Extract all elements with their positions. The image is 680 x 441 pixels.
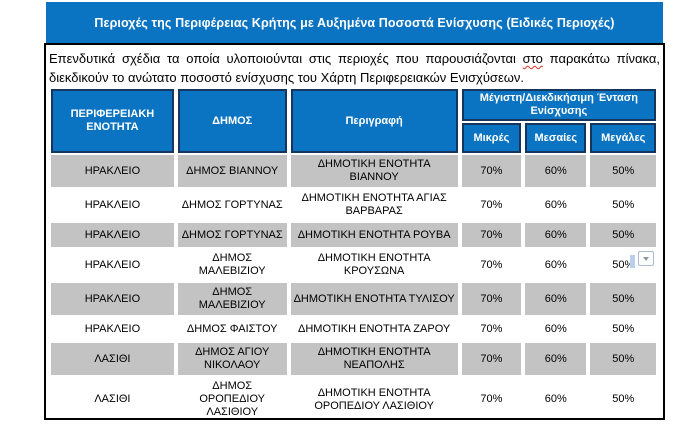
cell-region: ΗΡΑΚΛΕΙΟ [51, 317, 174, 341]
cell-small: 70% [461, 155, 522, 187]
cell-medium: 60% [525, 155, 587, 187]
cell-municipality: ΔΗΜΟΣ ΑΓΙΟΥ ΝΙΚΟΛΑΟΥ [177, 343, 287, 375]
cell-medium: 60% [525, 283, 587, 315]
cell-small: 70% [461, 317, 522, 341]
cell-medium: 60% [525, 377, 587, 418]
col-header-description: Περιγραφή [290, 89, 458, 153]
cell-region: ΛΑΣΙΘΙ [51, 343, 174, 375]
cell-description: ΔΗΜΟΤΙΚΗ ΕΝΟΤΗΤΑ ΑΓΙΑΣ ΒΑΡΒΑΡΑΣ [290, 189, 458, 221]
spellcheck-marked-word: στο [522, 51, 543, 66]
col-header-regional-unit: ΠΕΡΙΦΕΡΕΙΑΚΗ ΕΝΟΤΗΤΑ [51, 89, 174, 153]
cell-small: 70% [461, 223, 522, 247]
col-header-medium: Μεσαίες [525, 123, 587, 153]
cell-large: 50% [590, 189, 656, 221]
col-header-intensity-group: Μέγιστη/Διεκδικήσιμη Ένταση Ενίσχυσης [461, 89, 656, 121]
header-row-top: ΠΕΡΙΦΕΡΕΙΑΚΗ ΕΝΟΤΗΤΑ ΔΗΜΟΣ Περιγραφή Μέγ… [51, 89, 656, 153]
cell-medium: 60% [525, 223, 587, 247]
cell-description: ΔΗΜΟΤΙΚΗ ΕΝΟΤΗΤΑ ΤΥΛΙΣΟΥ [290, 283, 458, 315]
cell-large: 50% [590, 343, 656, 375]
table-row: ΗΡΑΚΛΕΙΟ ΔΗΜΟΣ ΓΟΡΤΥΝΑΣ ΔΗΜΟΤΙΚΗ ΕΝΟΤΗΤΑ… [51, 223, 656, 247]
table-row: ΛΑΣΙΘΙ ΔΗΜΟΣ ΑΓΙΟΥ ΝΙΚΟΛΑΟΥ ΔΗΜΟΤΙΚΗ ΕΝΟ… [51, 343, 656, 375]
table-row: ΗΡΑΚΛΕΙΟ ΔΗΜΟΣ ΜΑΛΕΒΙΖΙΟΥ ΔΗΜΟΤΙΚΗ ΕΝΟΤΗ… [51, 249, 656, 281]
cell-description: ΔΗΜΟΤΙΚΗ ΕΝΟΤΗΤΑ ΡΟΥΒΑ [290, 223, 458, 247]
cell-description: ΔΗΜΟΤΙΚΗ ΕΝΟΤΗΤΑ ΒΙΑΝΝΟΥ [290, 155, 458, 187]
table-row: ΛΑΣΙΘΙ ΔΗΜΟΣ ΟΡΟΠΕΔΙΟΥ ΛΑΣΙΘΙΟΥ ΔΗΜΟΤΙΚΗ… [51, 377, 656, 418]
header-row-sub: Μικρές Μεσαίες Μεγάλες [51, 123, 656, 153]
cell-large: 50% [590, 223, 656, 247]
aid-intensity-table: ΠΕΡΙΦΕΡΕΙΑΚΗ ΕΝΟΤΗΤΑ ΔΗΜΟΣ Περιγραφή Μέγ… [47, 87, 660, 418]
cell-small: 70% [461, 189, 522, 221]
cell-region: ΗΡΑΚΛΕΙΟ [51, 189, 174, 221]
cell-description: ΔΗΜΟΤΙΚΗ ΕΝΟΤΗΤΑ ΚΡΟΥΣΩΝΑ [290, 249, 458, 281]
cell-municipality: ΔΗΜΟΣ ΜΑΛΕΒΙΖΙΟΥ [177, 249, 287, 281]
cell-small: 70% [461, 343, 522, 375]
cell-large: 50% [590, 283, 656, 315]
table-row: ΗΡΑΚΛΕΙΟ ΔΗΜΟΣ ΜΑΛΕΒΙΖΙΟΥ ΔΗΜΟΤΙΚΗ ΕΝΟΤΗ… [51, 283, 656, 315]
page-title: Περιοχές της Περιφέρειας Κρήτης με Αυξημ… [46, 2, 663, 43]
intro-text-before: Επενδυτικά σχέδια τα οποία υλοποιούνται … [49, 51, 523, 66]
cell-medium: 60% [525, 189, 587, 221]
table-row: ΗΡΑΚΛΕΙΟ ΔΗΜΟΣ ΒΙΑΝΝΟΥ ΔΗΜΟΤΙΚΗ ΕΝΟΤΗΤΑ … [51, 155, 656, 187]
cell-small: 70% [461, 283, 522, 315]
cell-region: ΗΡΑΚΛΕΙΟ [51, 155, 174, 187]
dropdown-button[interactable] [638, 251, 654, 266]
col-header-municipality: ΔΗΜΟΣ [177, 89, 287, 153]
text-cursor-highlight [630, 255, 635, 268]
cell-municipality: ΔΗΜΟΣ ΜΑΛΕΒΙΖΙΟΥ [177, 283, 287, 315]
cell-region: ΛΑΣΙΘΙ [51, 377, 174, 418]
cell-medium: 60% [525, 249, 587, 281]
cell-municipality: ΔΗΜΟΣ ΟΡΟΠΕΔΙΟΥ ΛΑΣΙΘΙΟΥ [177, 377, 287, 418]
table-row: ΗΡΑΚΛΕΙΟ ΔΗΜΟΣ ΓΟΡΤΥΝΑΣ ΔΗΜΟΤΙΚΗ ΕΝΟΤΗΤΑ… [51, 189, 656, 221]
cell-municipality: ΔΗΜΟΣ ΓΟΡΤΥΝΑΣ [177, 223, 287, 247]
cell-small: 70% [461, 249, 522, 281]
cell-municipality: ΔΗΜΟΣ ΓΟΡΤΥΝΑΣ [177, 189, 287, 221]
cell-large: 50% [590, 377, 656, 418]
cell-small: 70% [461, 377, 522, 418]
cell-municipality: ΔΗΜΟΣ ΒΙΑΝΝΟΥ [177, 155, 287, 187]
chevron-down-icon [643, 256, 649, 261]
intro-text-after: παρακάτω πίνακα, διεκδικούν το ανώτατο π… [49, 51, 660, 85]
cell-large: 50% [590, 155, 656, 187]
intro-paragraph: Επενδυτικά σχέδια τα οποία υλοποιούνται … [46, 45, 663, 87]
col-header-large: Μεγάλες [590, 123, 656, 153]
cell-large: 50% [590, 317, 656, 341]
cell-medium: 60% [525, 343, 587, 375]
content-box: Επενδυτικά σχέδια τα οποία υλοποιούνται … [44, 43, 665, 420]
col-header-small: Μικρές [461, 123, 522, 153]
cell-description: ΔΗΜΟΤΙΚΗ ΕΝΟΤΗΤΑ ΟΡΟΠΕΔΙΟΥ ΛΑΣΙΘΙΟΥ [290, 377, 458, 418]
cell-description: ΔΗΜΟΤΙΚΗ ΕΝΟΤΗΤΑ ΖΑΡΟΥ [290, 317, 458, 341]
cell-region: ΗΡΑΚΛΕΙΟ [51, 223, 174, 247]
cell-description: ΔΗΜΟΤΙΚΗ ΕΝΟΤΗΤΑ ΝΕΑΠΟΛΗΣ [290, 343, 458, 375]
cell-municipality: ΔΗΜΟΣ ΦΑΙΣΤΟΥ [177, 317, 287, 341]
cell-region: ΗΡΑΚΛΕΙΟ [51, 249, 174, 281]
cell-medium: 60% [525, 317, 587, 341]
table-row: ΗΡΑΚΛΕΙΟ ΔΗΜΟΣ ΦΑΙΣΤΟΥ ΔΗΜΟΤΙΚΗ ΕΝΟΤΗΤΑ … [51, 317, 656, 341]
cell-region: ΗΡΑΚΛΕΙΟ [51, 283, 174, 315]
